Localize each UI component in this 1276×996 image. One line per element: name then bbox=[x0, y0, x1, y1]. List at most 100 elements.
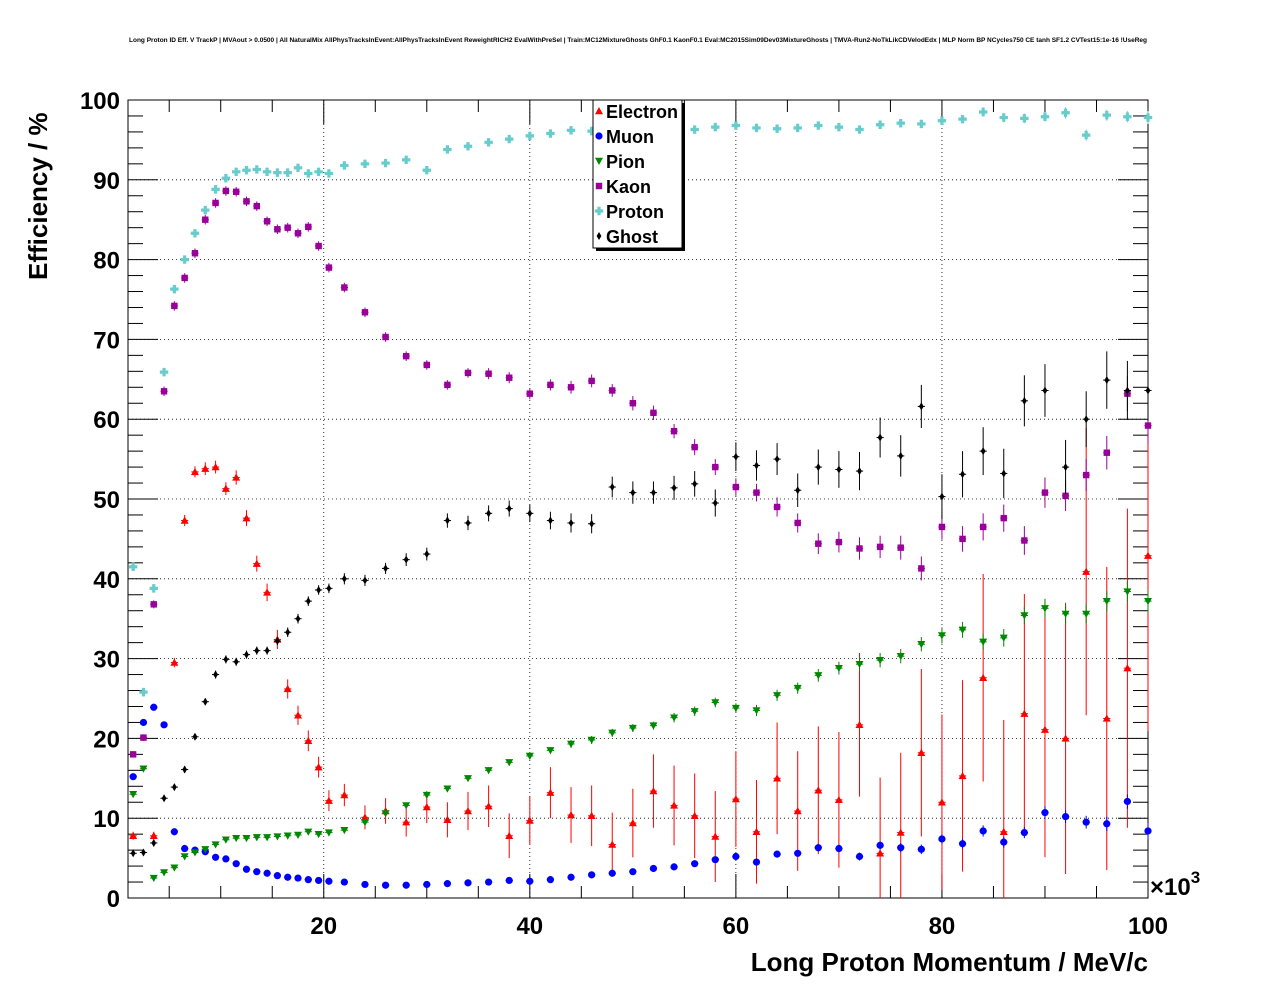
data-point-muon bbox=[958, 838, 967, 849]
circle-marker bbox=[139, 718, 148, 727]
data-point-muon bbox=[211, 853, 220, 861]
diamond-marker bbox=[486, 509, 492, 518]
data-point-kaon bbox=[304, 222, 312, 232]
triangle-down-marker bbox=[793, 684, 802, 693]
cross-marker bbox=[401, 155, 411, 165]
data-point-muon bbox=[170, 828, 178, 836]
triangle-down-marker bbox=[170, 864, 179, 872]
square-marker bbox=[485, 370, 492, 377]
data-point-proton bbox=[1123, 111, 1132, 123]
data-point-pion bbox=[190, 849, 199, 857]
legend-diamond-marker bbox=[596, 232, 602, 240]
data-point-pion bbox=[283, 832, 292, 840]
square-marker bbox=[140, 734, 147, 741]
data-point-ghost bbox=[794, 473, 802, 507]
data-point-proton bbox=[978, 107, 988, 117]
data-point-kaon bbox=[1020, 526, 1028, 555]
diamond-marker bbox=[264, 646, 270, 655]
diamond-marker bbox=[918, 402, 924, 411]
circle-marker bbox=[170, 828, 178, 836]
data-point-muon bbox=[855, 852, 864, 861]
data-point-proton bbox=[401, 155, 411, 165]
data-point-electron bbox=[999, 720, 1008, 898]
triangle-down-marker bbox=[937, 632, 946, 640]
data-point-muon bbox=[814, 843, 822, 852]
circle-marker bbox=[979, 827, 987, 835]
data-point-pion bbox=[505, 759, 514, 767]
circle-marker bbox=[443, 880, 451, 888]
triangle-up-marker bbox=[505, 831, 514, 839]
data-point-muon bbox=[1103, 816, 1111, 831]
triangle-up-marker bbox=[1040, 725, 1049, 733]
data-point-kaon bbox=[752, 483, 761, 502]
data-point-pion bbox=[139, 765, 148, 773]
triangle-up-marker bbox=[731, 795, 740, 803]
data-point-pion bbox=[670, 712, 679, 723]
triangle-down-marker bbox=[263, 834, 272, 842]
data-point-ghost bbox=[526, 504, 534, 523]
data-point-ghost bbox=[835, 451, 843, 488]
circle-marker bbox=[1000, 838, 1008, 846]
triangle-up-marker bbox=[958, 771, 967, 780]
data-point-electron bbox=[324, 790, 333, 812]
data-point-kaon bbox=[979, 513, 987, 541]
circle-marker bbox=[794, 849, 802, 857]
cross-marker bbox=[875, 120, 885, 129]
data-point-electron bbox=[180, 514, 189, 527]
triangle-down-marker bbox=[324, 829, 333, 837]
cross-marker bbox=[211, 185, 220, 194]
data-point-proton bbox=[1143, 111, 1153, 124]
data-point-electron bbox=[670, 765, 679, 846]
triangle-up-marker bbox=[628, 818, 637, 827]
circle-marker bbox=[222, 855, 230, 863]
triangle-up-marker bbox=[149, 831, 158, 839]
circle-marker bbox=[567, 873, 575, 881]
data-point-kaon bbox=[567, 380, 575, 394]
x-tick-label: 40 bbox=[516, 913, 543, 940]
diamond-marker bbox=[130, 849, 136, 858]
x-tick-label: 60 bbox=[723, 913, 750, 940]
circle-marker bbox=[325, 877, 333, 885]
cross-marker bbox=[463, 142, 473, 151]
circle-marker bbox=[876, 841, 884, 849]
triangle-down-marker bbox=[814, 672, 823, 680]
data-point-kaon bbox=[711, 459, 719, 476]
diamond-marker bbox=[836, 465, 842, 474]
data-point-muon bbox=[629, 868, 637, 876]
data-point-electron bbox=[1020, 593, 1029, 834]
cross-marker bbox=[422, 166, 431, 175]
data-point-electron bbox=[567, 787, 576, 843]
triangle-up-marker bbox=[324, 796, 333, 804]
data-point-muon bbox=[505, 876, 513, 885]
cross-marker bbox=[324, 169, 334, 178]
data-point-ghost bbox=[546, 511, 555, 530]
data-point-muon bbox=[979, 825, 987, 837]
data-point-muon bbox=[670, 863, 678, 871]
cross-marker bbox=[505, 134, 514, 144]
data-point-proton bbox=[149, 584, 158, 593]
cross-marker bbox=[221, 174, 231, 183]
data-point-kaon bbox=[273, 224, 281, 235]
square-marker bbox=[547, 381, 554, 389]
data-point-muon bbox=[876, 841, 884, 850]
triangle-down-marker bbox=[129, 791, 138, 799]
data-point-proton bbox=[221, 174, 231, 183]
circle-marker bbox=[608, 869, 616, 877]
diamond-marker bbox=[465, 518, 471, 527]
circle-marker bbox=[629, 868, 637, 876]
data-point-kaon bbox=[160, 386, 168, 397]
diamond-marker bbox=[171, 783, 177, 792]
axes: 20 40 60 80 100 0 10 20 30 40 50 60 70 80 90 100 bbox=[80, 88, 1168, 940]
data-point-proton bbox=[242, 166, 251, 175]
data-point-proton bbox=[422, 166, 431, 175]
diamond-marker bbox=[233, 657, 239, 666]
data-point-kaon bbox=[1000, 504, 1008, 532]
data-point-ghost bbox=[211, 670, 220, 679]
data-point-muon bbox=[284, 873, 292, 881]
data-point-pion bbox=[484, 767, 493, 775]
circle-marker bbox=[526, 877, 534, 885]
circle-marker bbox=[588, 871, 596, 879]
legend-label: Ghost bbox=[606, 227, 658, 247]
data-point-ghost bbox=[588, 514, 596, 534]
